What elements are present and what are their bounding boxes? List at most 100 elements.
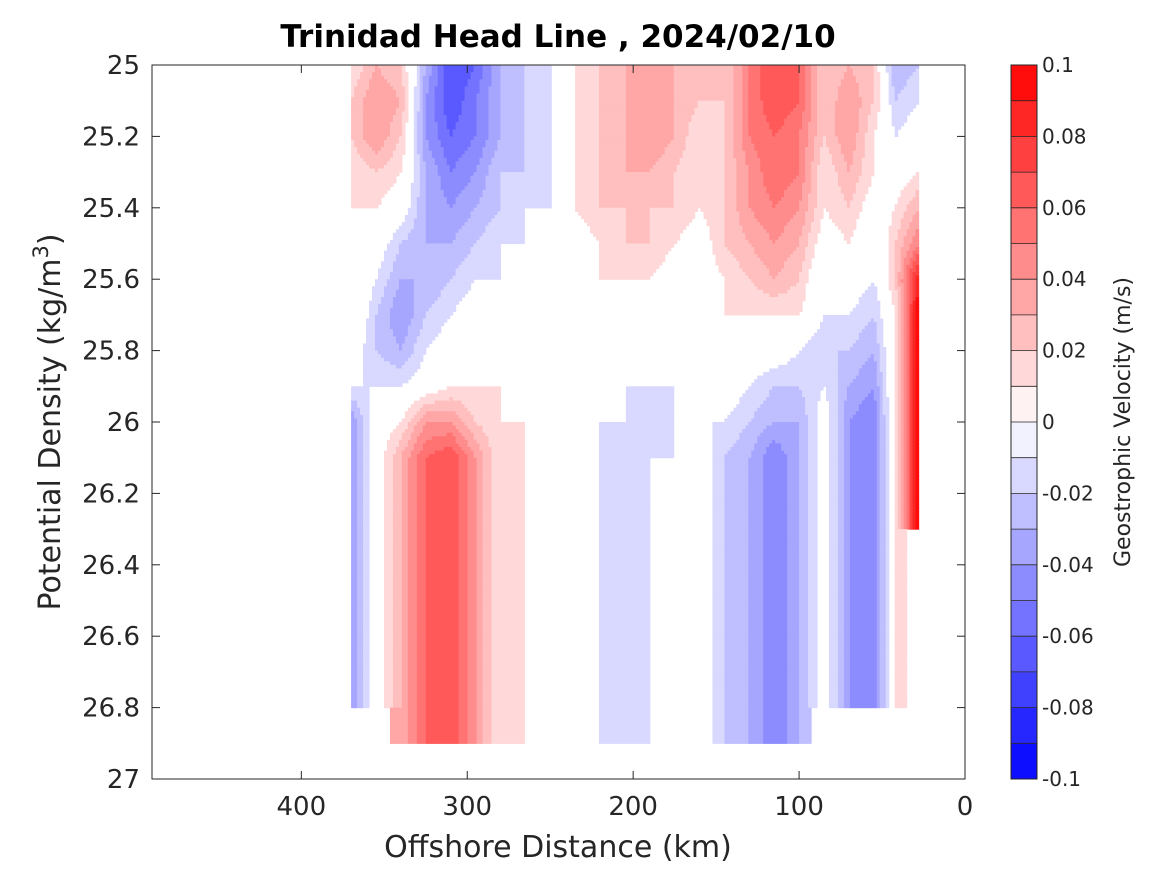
contour-cell <box>781 197 803 202</box>
contour-cell <box>401 646 409 652</box>
contour-cell <box>476 550 484 555</box>
contour-cell <box>915 282 920 287</box>
contour-cell <box>360 411 370 416</box>
contour-cell <box>377 168 403 173</box>
contour-cell <box>888 257 896 262</box>
contour-cell <box>467 668 478 673</box>
contour-cell <box>467 539 478 544</box>
contour-cell <box>843 418 851 423</box>
contour-cell <box>805 97 812 102</box>
contour-cell <box>434 114 448 120</box>
contour-cell <box>363 636 370 641</box>
contour-cell <box>715 261 740 266</box>
contour-cell <box>467 661 478 666</box>
contour-cell <box>625 125 675 130</box>
contour-cell <box>909 322 914 327</box>
contour-cell <box>401 475 409 480</box>
contour-cell <box>900 521 905 527</box>
contour-cell <box>443 189 463 195</box>
contour-cell <box>407 618 418 623</box>
contour-cell <box>909 297 914 302</box>
contour-cell <box>598 693 651 698</box>
contour-cell <box>885 589 890 594</box>
contour-cell <box>763 468 788 473</box>
contour-cell <box>879 618 887 623</box>
contour-cell <box>808 675 818 680</box>
contour-cell <box>903 186 920 191</box>
contour-cell <box>900 268 905 273</box>
contour-cell <box>476 164 490 170</box>
contour-cell <box>416 479 427 484</box>
contour-cell <box>575 136 600 141</box>
contour-cell <box>363 432 370 437</box>
contour-cell <box>413 350 427 355</box>
contour-cell <box>837 529 845 534</box>
contour-cell <box>873 89 881 95</box>
contour-cell <box>476 632 484 637</box>
contour-cell <box>351 611 358 616</box>
contour-cell <box>575 118 600 123</box>
contour-cell <box>446 432 454 437</box>
contour-cell <box>458 482 469 487</box>
contour-cell <box>724 614 749 619</box>
contour-cell <box>419 164 427 170</box>
contour-cell <box>763 607 788 612</box>
contour-cell <box>873 393 881 398</box>
contour-cell <box>870 107 881 113</box>
contour-cell <box>464 186 487 191</box>
contour-cell <box>840 82 860 88</box>
contour-cell <box>470 214 496 220</box>
contour-cell <box>598 518 651 523</box>
contour-cell <box>404 429 415 434</box>
contour-cell <box>395 93 406 98</box>
contour-cell <box>885 700 890 705</box>
contour-cell <box>383 643 394 648</box>
contour-cell <box>742 68 749 73</box>
contour-cell <box>894 129 899 134</box>
contour-cell <box>357 454 364 459</box>
contour-cell <box>867 114 878 120</box>
contour-cell <box>766 118 785 123</box>
contour-cell <box>912 304 917 309</box>
contour-cell <box>357 475 364 480</box>
contour-cell <box>787 707 800 712</box>
contour-cell <box>467 625 478 630</box>
contour-cell <box>906 322 911 327</box>
contour-cell <box>849 443 878 448</box>
contour-cell <box>500 125 525 130</box>
contour-cell <box>473 414 502 420</box>
contour-cell <box>906 350 911 355</box>
contour-cell <box>482 482 493 487</box>
contour-cell <box>425 111 436 116</box>
contour-cell <box>500 86 525 91</box>
contour-cell <box>843 621 851 627</box>
contour-cell <box>828 693 839 698</box>
contour-cell <box>876 375 884 380</box>
contour-cell <box>458 443 469 448</box>
contour-cell <box>458 639 469 644</box>
contour-cell <box>876 625 881 630</box>
contour-cell <box>742 132 749 137</box>
contour-cell <box>724 732 749 737</box>
contour-cell <box>625 418 675 423</box>
contour-cell <box>351 446 358 452</box>
contour-cell <box>724 229 743 234</box>
contour-cell <box>837 543 845 548</box>
contour-cell <box>407 636 418 641</box>
contour-cell <box>357 457 364 462</box>
contour-cell <box>906 436 911 441</box>
contour-cell <box>778 364 839 370</box>
contour-cell <box>897 407 902 412</box>
contour-cell <box>739 436 758 441</box>
contour-cell <box>843 521 851 527</box>
contour-cell <box>906 354 911 359</box>
contour-cell <box>912 482 917 487</box>
contour-cell <box>491 711 525 716</box>
contour-cell <box>434 450 457 455</box>
contour-cell <box>828 147 842 152</box>
contour-cell <box>763 675 788 680</box>
contour-cell <box>491 557 525 562</box>
contour-cell <box>407 611 418 616</box>
contour-cell <box>458 486 469 491</box>
contour-cell <box>876 436 881 441</box>
